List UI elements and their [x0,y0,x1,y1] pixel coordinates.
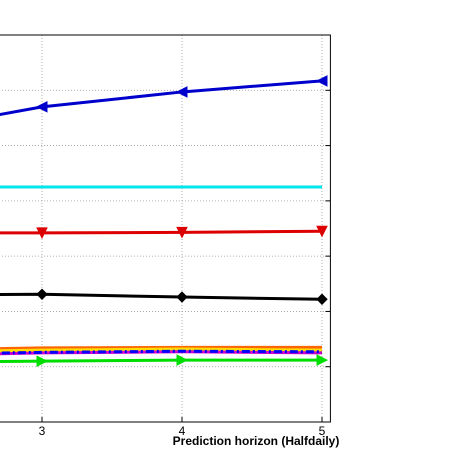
axes-box [0,34,331,423]
marker [175,86,188,98]
marker [316,354,329,366]
x-tick-label: 3 [39,424,46,438]
marker [316,293,328,305]
marker [35,101,48,113]
marker [315,75,328,87]
series-line [0,292,323,301]
marker [316,225,328,238]
marker [176,354,189,366]
series-line [0,79,323,117]
marker [176,226,188,239]
x-tick-label: 4 [179,424,186,438]
series-line [0,349,323,355]
x-tick-label: 5 [319,424,326,438]
marker [36,227,48,240]
series-line [0,345,322,351]
series-line [0,358,322,364]
marker [36,288,48,300]
marker [176,291,188,303]
series-line [0,347,323,353]
x-axis-label: Prediction horizon (Halfdaily) [173,434,340,448]
marker [36,355,49,367]
series-line [0,229,323,235]
